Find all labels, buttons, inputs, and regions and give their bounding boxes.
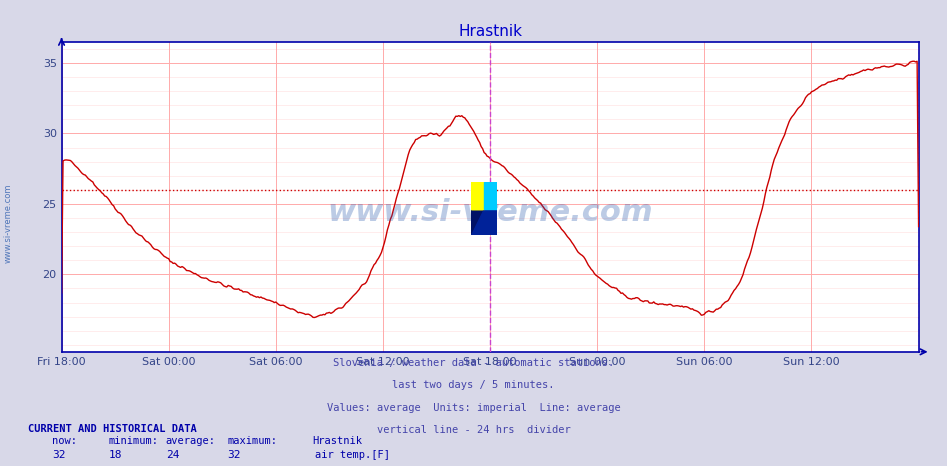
Bar	[484, 182, 497, 209]
Text: CURRENT AND HISTORICAL DATA: CURRENT AND HISTORICAL DATA	[28, 425, 197, 434]
Text: 24: 24	[166, 450, 179, 459]
Text: now:: now:	[52, 436, 77, 445]
Polygon shape	[471, 182, 497, 235]
Text: Values: average  Units: imperial  Line: average: Values: average Units: imperial Line: av…	[327, 403, 620, 412]
Bar	[471, 182, 484, 209]
Bar	[471, 182, 484, 209]
Bar	[484, 209, 497, 235]
Bar	[484, 209, 497, 235]
Text: air temp.[F]: air temp.[F]	[315, 450, 390, 459]
Bar	[484, 182, 497, 209]
Text: 18: 18	[109, 450, 122, 459]
Title: Hrastnik: Hrastnik	[458, 24, 522, 40]
Text: 32: 32	[227, 450, 241, 459]
Text: www.si-vreme.com: www.si-vreme.com	[4, 184, 13, 263]
Text: minimum:: minimum:	[109, 436, 159, 445]
Bar	[471, 182, 484, 209]
Text: 32: 32	[52, 450, 65, 459]
Text: vertical line - 24 hrs  divider: vertical line - 24 hrs divider	[377, 425, 570, 435]
Bar	[484, 182, 497, 209]
Text: Hrastnik: Hrastnik	[313, 436, 363, 445]
Text: maximum:: maximum:	[227, 436, 277, 445]
Text: last two days / 5 minutes.: last two days / 5 minutes.	[392, 380, 555, 390]
Text: Slovenia / weather data - automatic stations.: Slovenia / weather data - automatic stat…	[333, 358, 614, 368]
Text: www.si-vreme.com: www.si-vreme.com	[328, 198, 652, 227]
Text: average:: average:	[166, 436, 216, 445]
Polygon shape	[471, 182, 497, 235]
